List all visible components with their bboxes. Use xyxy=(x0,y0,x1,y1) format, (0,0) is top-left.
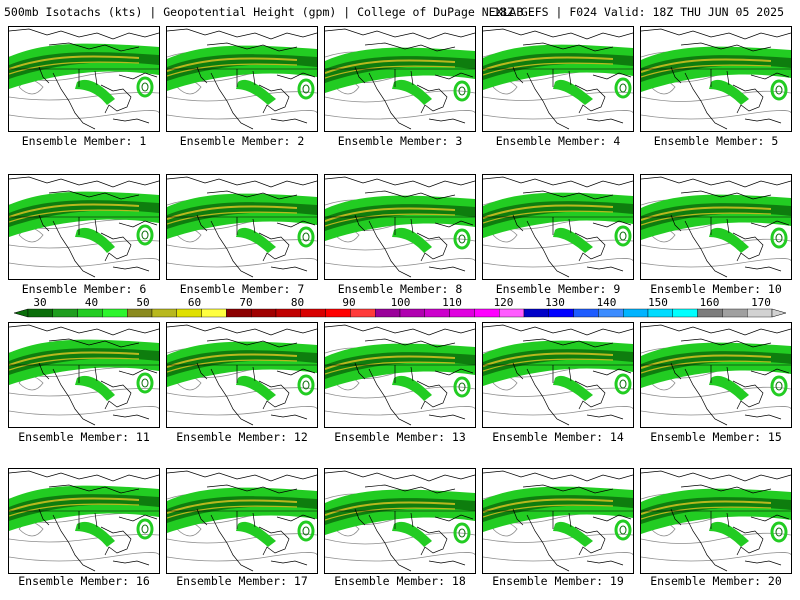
colorbar-tick-label: 120 xyxy=(493,296,514,309)
ensemble-member-label: Ensemble Member: 18 xyxy=(334,574,466,588)
ensemble-member-map xyxy=(8,26,160,132)
ensemble-member-label: Ensemble Member: 17 xyxy=(176,574,308,588)
ensemble-member-map xyxy=(324,174,476,280)
colorbar-tick-label: 100 xyxy=(390,296,411,309)
colorbar-swatch xyxy=(598,308,624,318)
ensemble-member-label: Ensemble Member: 16 xyxy=(18,574,150,588)
colorbar-swatch xyxy=(226,308,252,318)
ensemble-member-map xyxy=(166,26,318,132)
colorbar-swatch xyxy=(27,308,53,318)
colorbar-swatch xyxy=(399,308,425,318)
colorbar-tick-label: 40 xyxy=(84,296,99,309)
colorbar-tick-label: 160 xyxy=(699,296,720,309)
colorbar-arrow-left xyxy=(13,308,29,318)
ensemble-member-label: Ensemble Member: 11 xyxy=(18,430,150,444)
colorbar-swatch xyxy=(350,308,376,318)
colorbar-tick-label: 60 xyxy=(187,296,202,309)
ensemble-member-map xyxy=(324,468,476,574)
colorbar-swatch xyxy=(573,308,599,318)
colorbar-swatch xyxy=(548,308,574,318)
ensemble-member-map xyxy=(166,322,318,428)
ensemble-member-label: Ensemble Member: 19 xyxy=(492,574,624,588)
colorbar-swatch xyxy=(126,308,153,318)
colorbar-swatch xyxy=(722,308,748,318)
colorbar-swatch xyxy=(250,308,277,318)
colorbar-swatch xyxy=(623,308,649,318)
ensemble-member-map xyxy=(166,174,318,280)
ensemble-member-label: Ensemble Member: 8 xyxy=(337,282,463,296)
colorbar-labels: 30 40 50 60 70 80 90 100 110 120 130 140 150 160 170 xyxy=(0,296,800,309)
ensemble-member-label: Ensemble Member: 13 xyxy=(334,430,466,444)
colorbar-swatch xyxy=(474,308,500,318)
colorbar-swatch xyxy=(102,308,128,318)
ensemble-member-label: Ensemble Member: 20 xyxy=(650,574,782,588)
ensemble-member-label: Ensemble Member: 3 xyxy=(337,134,463,148)
colorbar: 30 40 50 60 70 80 90 100 110 120 130 140 150 160 170 xyxy=(0,296,800,320)
map-header: 500mb Isotachs (kts) | Geopotential Heig… xyxy=(0,0,800,24)
colorbar-swatch xyxy=(523,308,549,318)
colorbar-tick-label: 170 xyxy=(751,296,771,309)
colorbar-swatch xyxy=(275,308,301,318)
ensemble-member-label: Ensemble Member: 4 xyxy=(495,134,621,148)
colorbar-swatch xyxy=(375,308,401,318)
ensemble-member-map xyxy=(324,26,476,132)
ensemble-member-map xyxy=(640,468,792,574)
ensemble-member-map xyxy=(8,322,160,428)
colorbar-tick-label: 140 xyxy=(596,296,617,309)
ensemble-member-map xyxy=(640,26,792,132)
colorbar-tick-label: 90 xyxy=(342,296,356,309)
colorbar-swatch xyxy=(697,308,723,318)
colorbar-swatch xyxy=(424,308,450,318)
colorbar-swatch xyxy=(499,308,525,318)
ensemble-member-label: Ensemble Member: 1 xyxy=(21,134,147,148)
map-title: 500mb Isotachs (kts) | Geopotential Heig… xyxy=(4,5,524,19)
colorbar-swatch xyxy=(647,308,673,318)
ensemble-member-label: Ensemble Member: 5 xyxy=(653,134,779,148)
colorbar-tick-label: 30 xyxy=(33,296,47,309)
valid-time: 18Z GEFS | F024 Valid: 18Z THU JUN 05 20… xyxy=(493,5,784,19)
ensemble-member-map xyxy=(640,322,792,428)
colorbar-swatch xyxy=(672,308,698,318)
colorbar-tick-label: 80 xyxy=(290,296,305,309)
colorbar-swatch xyxy=(747,308,773,318)
colorbar-swatch xyxy=(325,308,351,318)
ensemble-member-map xyxy=(640,174,792,280)
ensemble-member-label: Ensemble Member: 6 xyxy=(21,282,147,296)
ensemble-member-label: Ensemble Member: 7 xyxy=(179,282,305,296)
ensemble-member-map xyxy=(482,26,634,132)
ensemble-member-map xyxy=(482,322,634,428)
ensemble-member-map xyxy=(482,174,634,280)
colorbar-scale xyxy=(13,308,787,318)
colorbar-tick-label: 110 xyxy=(442,296,462,309)
ensemble-member-label: Ensemble Member: 15 xyxy=(650,430,782,444)
ensemble-member-map xyxy=(482,468,634,574)
ensemble-member-label: Ensemble Member: 10 xyxy=(650,282,782,296)
colorbar-swatch xyxy=(176,308,202,318)
colorbar-arrow-right xyxy=(771,308,787,318)
ensemble-member-label: Ensemble Member: 12 xyxy=(176,430,308,444)
colorbar-tick-label: 50 xyxy=(136,296,150,309)
ensemble-member-map xyxy=(8,468,160,574)
colorbar-swatch xyxy=(151,308,177,318)
colorbar-swatch xyxy=(201,308,227,318)
ensemble-member-label: Ensemble Member: 9 xyxy=(495,282,621,296)
ensemble-member-map xyxy=(166,468,318,574)
colorbar-tick-label: 70 xyxy=(239,296,253,309)
colorbar-tick-label: 130 xyxy=(545,296,565,309)
ensemble-member-label: Ensemble Member: 2 xyxy=(179,134,305,148)
ensemble-member-label: Ensemble Member: 14 xyxy=(492,430,624,444)
colorbar-swatch xyxy=(449,308,475,318)
colorbar-swatch xyxy=(300,308,326,318)
ensemble-member-map xyxy=(324,322,476,428)
colorbar-swatch xyxy=(52,308,78,318)
ensemble-member-map xyxy=(8,174,160,280)
colorbar-tick-label: 150 xyxy=(648,296,668,309)
colorbar-swatch xyxy=(77,308,103,318)
